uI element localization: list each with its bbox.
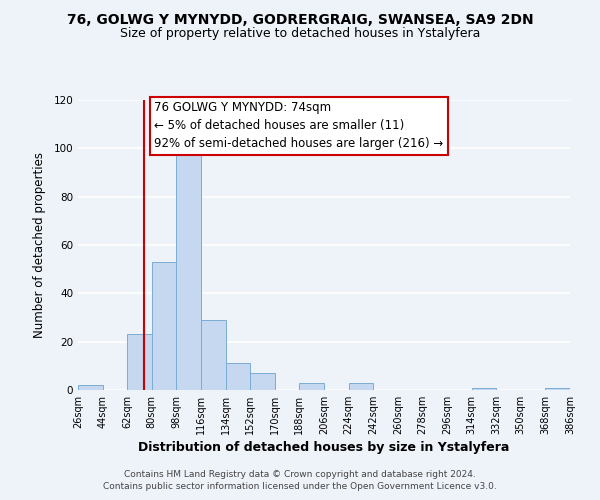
- Bar: [349, 383, 373, 390]
- Bar: [472, 388, 496, 390]
- Y-axis label: Number of detached properties: Number of detached properties: [34, 152, 46, 338]
- Text: Contains public sector information licensed under the Open Government Licence v3: Contains public sector information licen…: [103, 482, 497, 491]
- Bar: [201, 320, 226, 390]
- Bar: [78, 385, 103, 390]
- Bar: [152, 262, 176, 390]
- Bar: [176, 153, 201, 390]
- Bar: [545, 388, 570, 390]
- Bar: [250, 373, 275, 390]
- Text: Size of property relative to detached houses in Ystalyfera: Size of property relative to detached ho…: [120, 28, 480, 40]
- Bar: [299, 383, 324, 390]
- Text: Contains HM Land Registry data © Crown copyright and database right 2024.: Contains HM Land Registry data © Crown c…: [124, 470, 476, 479]
- Bar: [226, 364, 250, 390]
- X-axis label: Distribution of detached houses by size in Ystalyfera: Distribution of detached houses by size …: [139, 441, 509, 454]
- Text: 76, GOLWG Y MYNYDD, GODRERGRAIG, SWANSEA, SA9 2DN: 76, GOLWG Y MYNYDD, GODRERGRAIG, SWANSEA…: [67, 12, 533, 26]
- Bar: [127, 334, 152, 390]
- Text: 76 GOLWG Y MYNYDD: 74sqm
← 5% of detached houses are smaller (11)
92% of semi-de: 76 GOLWG Y MYNYDD: 74sqm ← 5% of detache…: [154, 102, 443, 150]
